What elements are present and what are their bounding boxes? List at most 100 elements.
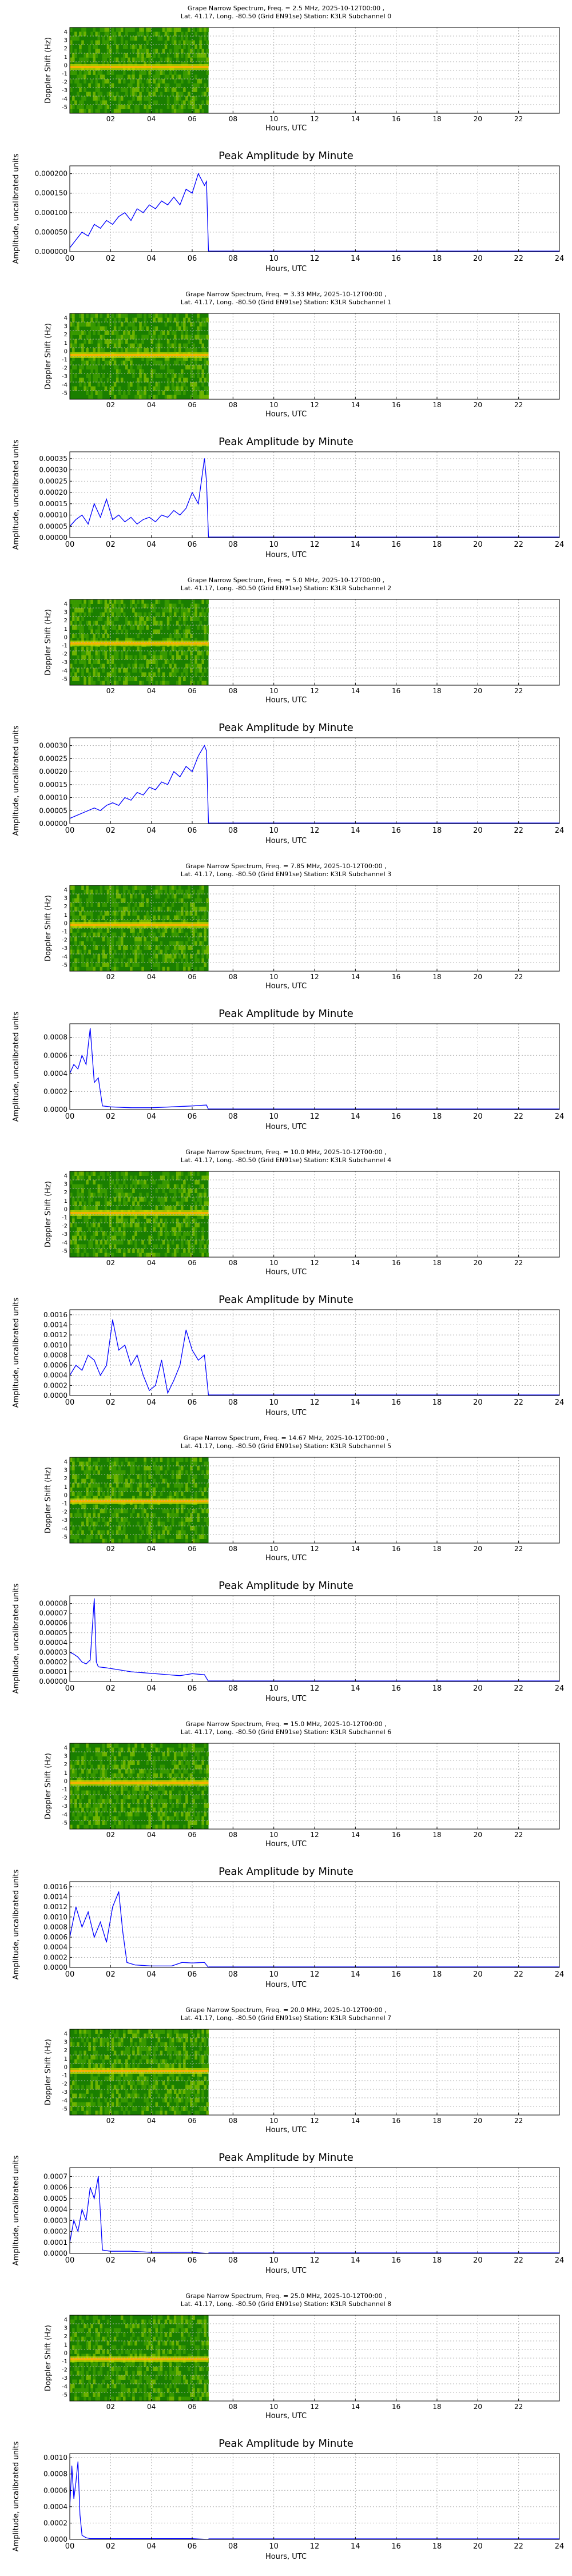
spectrum-cell (185, 1539, 188, 1544)
spectrum-cell (81, 1522, 84, 1526)
spectrum-cell (88, 1193, 91, 1198)
spectrum-cell (98, 1483, 101, 1488)
spectrum-cell (128, 907, 130, 912)
spectrum-cell (74, 963, 77, 967)
spectrum-cell (121, 313, 124, 318)
spectrum-cell (118, 1231, 121, 1236)
spectrum-cell (201, 1470, 204, 1475)
spectrum-cell (100, 2042, 103, 2047)
spectrum-cell (139, 681, 142, 686)
spectrum-cell (162, 647, 165, 651)
subchannel-panel: Grape Narrow Spectrum, Freq. = 10.0 MHz,… (12, 1148, 564, 1417)
spectrum-cell (105, 621, 108, 626)
spectrum-cell (107, 1795, 110, 1799)
spectrum-xtick-label: 20 (474, 115, 482, 123)
spectrum-cell (134, 1231, 137, 1236)
spectrum-cell (132, 1769, 135, 1774)
spectrum-cell (137, 1825, 140, 1830)
amplitude-xtick-label: 02 (106, 826, 116, 835)
spectrum-cell (107, 2089, 110, 2094)
spectrum-cell (158, 655, 161, 660)
spectrum-cell (204, 1786, 206, 1791)
spectrum-cell (185, 1176, 188, 1180)
spectrum-cell (188, 967, 190, 972)
spectrum-cell (81, 1808, 84, 1812)
spectrum-cell (162, 677, 165, 681)
spectrum-cell (178, 1522, 181, 1526)
spectrum-cell (79, 331, 82, 335)
spectrum-cell (150, 634, 153, 638)
spectrum-cell (156, 1188, 158, 1193)
spectrum-cell (128, 1791, 130, 1795)
spectrum-cell (156, 664, 158, 669)
spectrum-cell (156, 313, 158, 318)
spectrum-cell (134, 1812, 137, 1816)
spectrum-cell (185, 75, 188, 79)
spectrum-cell (84, 1206, 86, 1210)
spectrum-xtick-label: 18 (432, 401, 441, 409)
spectrum-cell (204, 625, 206, 630)
spectrum-cell (158, 382, 161, 387)
spectrum-cell (130, 1223, 133, 1227)
spectrum-cell (141, 1513, 144, 1518)
spectrum-cell (81, 608, 84, 613)
spectrum-cell (132, 933, 135, 937)
spectrum-cell (201, 344, 204, 348)
spectrum-cell (153, 621, 156, 626)
amplitude-series-line (70, 1892, 209, 1967)
spectrum-cell (169, 1774, 172, 1778)
spectrum-cell (134, 1457, 137, 1462)
amplitude-xtick-label: 14 (351, 1684, 360, 1693)
spectrum-cell (70, 1791, 73, 1795)
spectrum-cell (158, 335, 161, 340)
amplitude-xtick-label: 02 (106, 540, 116, 549)
spectrum-cell (105, 79, 108, 84)
spectrum-cell (174, 1184, 177, 1189)
spectrum-cell (118, 1752, 121, 1756)
spectrum-cell (95, 945, 98, 950)
spectrum-cell (144, 604, 146, 609)
spectrum-cell (150, 1748, 153, 1752)
spectrum-cell (132, 1249, 135, 1253)
spectrum-cell (160, 1245, 163, 1249)
spectrum-cell (141, 933, 144, 937)
spectrum-cell (128, 1522, 130, 1526)
spectrum-cell (181, 890, 184, 895)
spectrum-cell (86, 1180, 89, 1184)
spectrum-cell (81, 2038, 84, 2042)
spectrum-cell (90, 1245, 93, 1249)
spectrum-cell (206, 1462, 209, 1466)
spectrum-cell (199, 36, 202, 41)
spectrum-cell (144, 1522, 146, 1526)
spectrum-xtick-label: 06 (188, 115, 196, 123)
spectrum-cell (81, 2064, 84, 2068)
spectrum-cell (165, 387, 168, 391)
spectrum-cell (156, 937, 158, 941)
spectrum-cell (137, 1812, 140, 1816)
spectrum-cell (162, 1188, 165, 1193)
spectrum-cell (160, 1774, 163, 1778)
spectrum-cell (185, 387, 188, 391)
spectrum-cell (153, 313, 156, 318)
spectrum-cell (81, 655, 84, 660)
spectrum-cell (81, 659, 84, 664)
spectrum-cell (139, 395, 142, 400)
spectrum-cell (100, 395, 103, 400)
spectrum-cell (102, 963, 105, 967)
spectrum-cell (201, 1253, 204, 1258)
spectrum-cell (146, 903, 149, 907)
spectrum-cell (178, 387, 181, 391)
spectrum-cell (165, 1803, 168, 1808)
spectrum-cell (169, 954, 172, 959)
spectrum-cell (174, 1206, 177, 1210)
spectrum-cell (146, 916, 149, 920)
spectrum-cell (81, 885, 84, 890)
spectrum-cell (70, 1799, 73, 1804)
spectrum-cell (112, 954, 114, 959)
spectrum-cell (153, 608, 156, 613)
spectrum-cell (165, 1184, 168, 1189)
spectrum-cell (79, 1765, 82, 1770)
spectrum-ytick-label: 1 (64, 1770, 67, 1776)
spectrum-cell (95, 79, 98, 84)
spectrum-cell (185, 36, 188, 41)
